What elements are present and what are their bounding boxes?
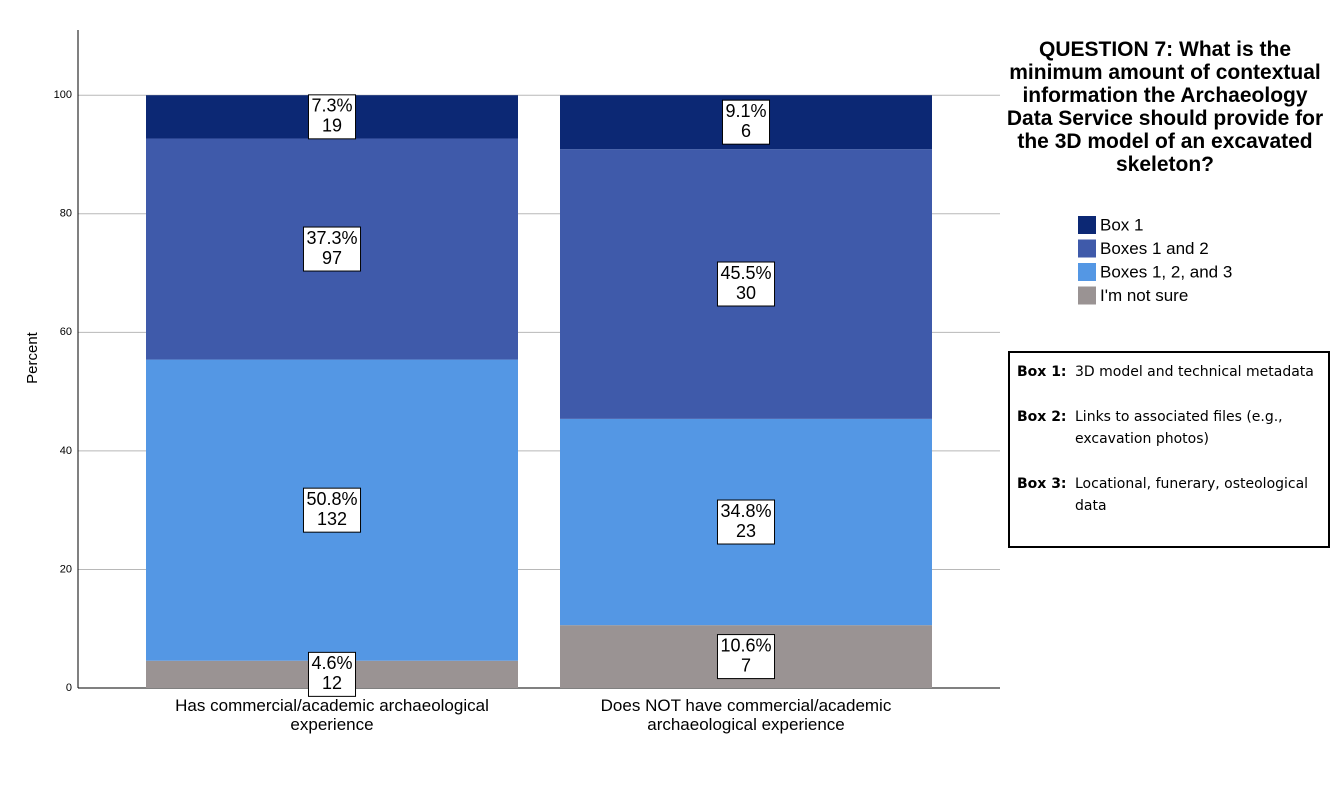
y-tick-label: 100 bbox=[54, 89, 72, 101]
legend-swatch bbox=[1078, 239, 1096, 258]
note-key: Box 2: bbox=[1017, 409, 1067, 425]
data-label-percent: 10.6% bbox=[720, 635, 771, 655]
note-key: Box 1: bbox=[1017, 364, 1067, 380]
data-label-box bbox=[307, 94, 357, 140]
notes-box: Box 1: 3D model and technical metadata Box… bbox=[1008, 351, 1330, 548]
data-label: 4.6%12 bbox=[307, 651, 357, 697]
legend-label: I'm not sure bbox=[1100, 286, 1188, 305]
data-label-percent: 7.3% bbox=[311, 96, 352, 116]
data-label: 7.3%19 bbox=[307, 94, 357, 140]
data-label-box bbox=[307, 651, 357, 697]
x-tick-label: Does NOT have commercial/academic archae… bbox=[600, 696, 892, 734]
note-row: Box 2: Links to associated files (e.g., e… bbox=[1017, 406, 1322, 450]
y-tick-label: 0 bbox=[66, 682, 72, 694]
data-label-count: 7 bbox=[741, 655, 751, 675]
data-label: 10.6%7 bbox=[716, 634, 776, 680]
chart-title: QUESTION 7: What is the minimum amount o… bbox=[1006, 38, 1324, 176]
legend-swatch bbox=[1078, 286, 1096, 305]
data-label-percent: 4.6% bbox=[311, 653, 352, 673]
data-label: 34.8%23 bbox=[716, 499, 776, 545]
data-label-count: 19 bbox=[322, 116, 342, 136]
data-label-count: 97 bbox=[322, 248, 342, 268]
note-row: Box 1: 3D model and technical metadata bbox=[1017, 361, 1322, 383]
data-label-count: 30 bbox=[736, 283, 756, 303]
x-tick-label: Has commercial/academic archaeological e… bbox=[175, 696, 489, 734]
note-row: Box 3: Locational, funerary, osteological… bbox=[1017, 473, 1322, 517]
data-label-box bbox=[716, 499, 776, 545]
data-label: 45.5%30 bbox=[716, 261, 776, 307]
data-label-percent: 34.8% bbox=[720, 501, 771, 521]
data-label-percent: 37.3% bbox=[306, 228, 357, 248]
data-label: 50.8%132 bbox=[302, 487, 362, 533]
legend-swatch bbox=[1078, 216, 1096, 234]
note-text: Links to associated files (e.g., excavat… bbox=[1075, 409, 1283, 447]
legend-label: Boxes 1, 2, and 3 bbox=[1100, 262, 1232, 281]
data-label-percent: 9.1% bbox=[725, 101, 766, 121]
data-label-count: 6 bbox=[741, 121, 751, 141]
legend-label: Boxes 1 and 2 bbox=[1100, 239, 1209, 258]
data-label-count: 132 bbox=[317, 509, 347, 529]
y-tick-label: 80 bbox=[60, 208, 72, 220]
note-text: Locational, funerary, osteological data bbox=[1075, 476, 1309, 514]
legend-label: Box 1 bbox=[1100, 215, 1143, 234]
data-label-box bbox=[716, 634, 776, 680]
data-label-box bbox=[302, 226, 362, 272]
data-label: 37.3%97 bbox=[302, 226, 362, 272]
data-label: 9.1%6 bbox=[721, 99, 771, 145]
data-label-box bbox=[716, 261, 776, 307]
data-label-percent: 45.5% bbox=[720, 263, 771, 283]
y-tick-label: 40 bbox=[60, 445, 72, 457]
note-key: Box 3: bbox=[1017, 476, 1067, 492]
legend-swatch bbox=[1078, 263, 1096, 281]
data-label-box bbox=[302, 487, 362, 533]
y-tick-label: 20 bbox=[60, 563, 72, 575]
data-label-count: 23 bbox=[736, 521, 756, 541]
note-text: 3D model and technical metadata bbox=[1075, 364, 1314, 380]
data-label-count: 12 bbox=[322, 673, 342, 693]
data-label-percent: 50.8% bbox=[306, 489, 357, 509]
y-axis-label: Percent bbox=[24, 331, 41, 384]
y-tick-label: 60 bbox=[60, 326, 72, 338]
data-label-box bbox=[721, 99, 771, 145]
